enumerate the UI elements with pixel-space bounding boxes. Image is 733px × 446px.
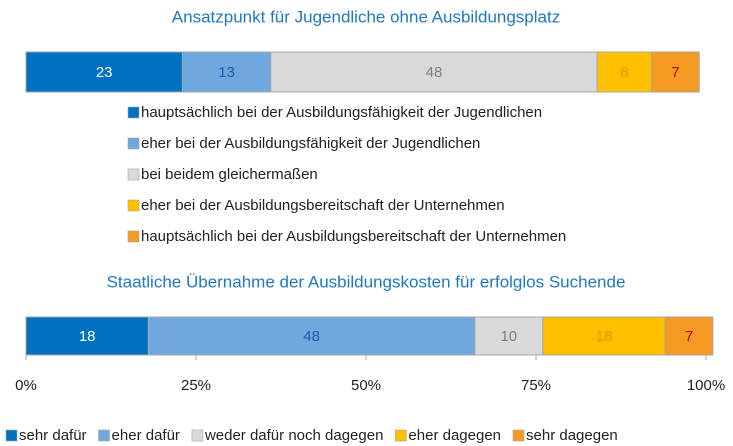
value-label: 18 <box>596 328 613 345</box>
x-tick-label: 25% <box>181 377 211 394</box>
value-label: 10 <box>500 328 517 345</box>
value-label: 18 <box>79 328 96 345</box>
bar-segment <box>181 51 272 93</box>
bar-segment <box>25 316 149 356</box>
legend-label: sehr dafür <box>19 427 87 444</box>
legend-swatch <box>127 168 140 181</box>
bar-segment <box>270 51 598 93</box>
value-label: 48 <box>303 328 320 345</box>
legend-label: sehr dagegen <box>526 427 618 444</box>
legend-label: bei beidem gleichermaßen <box>141 166 318 183</box>
legend-label: eher bei der Ausbildungsfähigkeit der Ju… <box>141 135 480 152</box>
x-tick-label: 75% <box>521 377 551 394</box>
legend-swatch <box>191 429 204 442</box>
x-tick-label: 50% <box>351 377 381 394</box>
legend-swatch <box>127 106 140 119</box>
value-label: 23 <box>96 64 113 81</box>
bar-segment <box>542 316 666 356</box>
legend-label: eher dagegen <box>408 427 501 444</box>
legend-label: hauptsächlich bei der Ausbildungsfähigke… <box>141 104 542 121</box>
legend-swatch <box>5 429 18 442</box>
legend-swatch <box>127 199 140 212</box>
bar-segment <box>25 51 183 93</box>
x-tick-label: 0% <box>15 377 37 394</box>
legend-label: eher bei der Ausbildungsbereitschaft der… <box>141 197 505 214</box>
legend-swatch <box>512 429 525 442</box>
x-tick-label: 100% <box>687 377 725 394</box>
legend-label: hauptsächlich bei der Ausbildungsbereits… <box>141 228 566 245</box>
bar-segment <box>147 316 476 356</box>
legend-swatch <box>395 429 407 442</box>
legend-swatch <box>127 137 140 150</box>
value-label: 8 <box>620 64 628 81</box>
legend-swatch <box>98 429 110 442</box>
legend-swatch <box>127 230 140 243</box>
value-label: 13 <box>218 64 235 81</box>
legend-label: eher dafür <box>112 427 180 444</box>
chart-title: Ansatzpunkt für Jugendliche ohne Ausbild… <box>172 7 560 26</box>
legend-label: weder dafür noch dagegen <box>204 427 383 444</box>
bar-segment <box>474 316 544 356</box>
bar-segment <box>651 51 700 93</box>
chart-title: Staatliche Übernahme der Ausbildungskost… <box>107 272 626 291</box>
value-label: 7 <box>671 64 679 81</box>
bar-segment <box>664 316 714 356</box>
value-label: 48 <box>426 64 443 81</box>
value-label: 7 <box>685 328 693 345</box>
